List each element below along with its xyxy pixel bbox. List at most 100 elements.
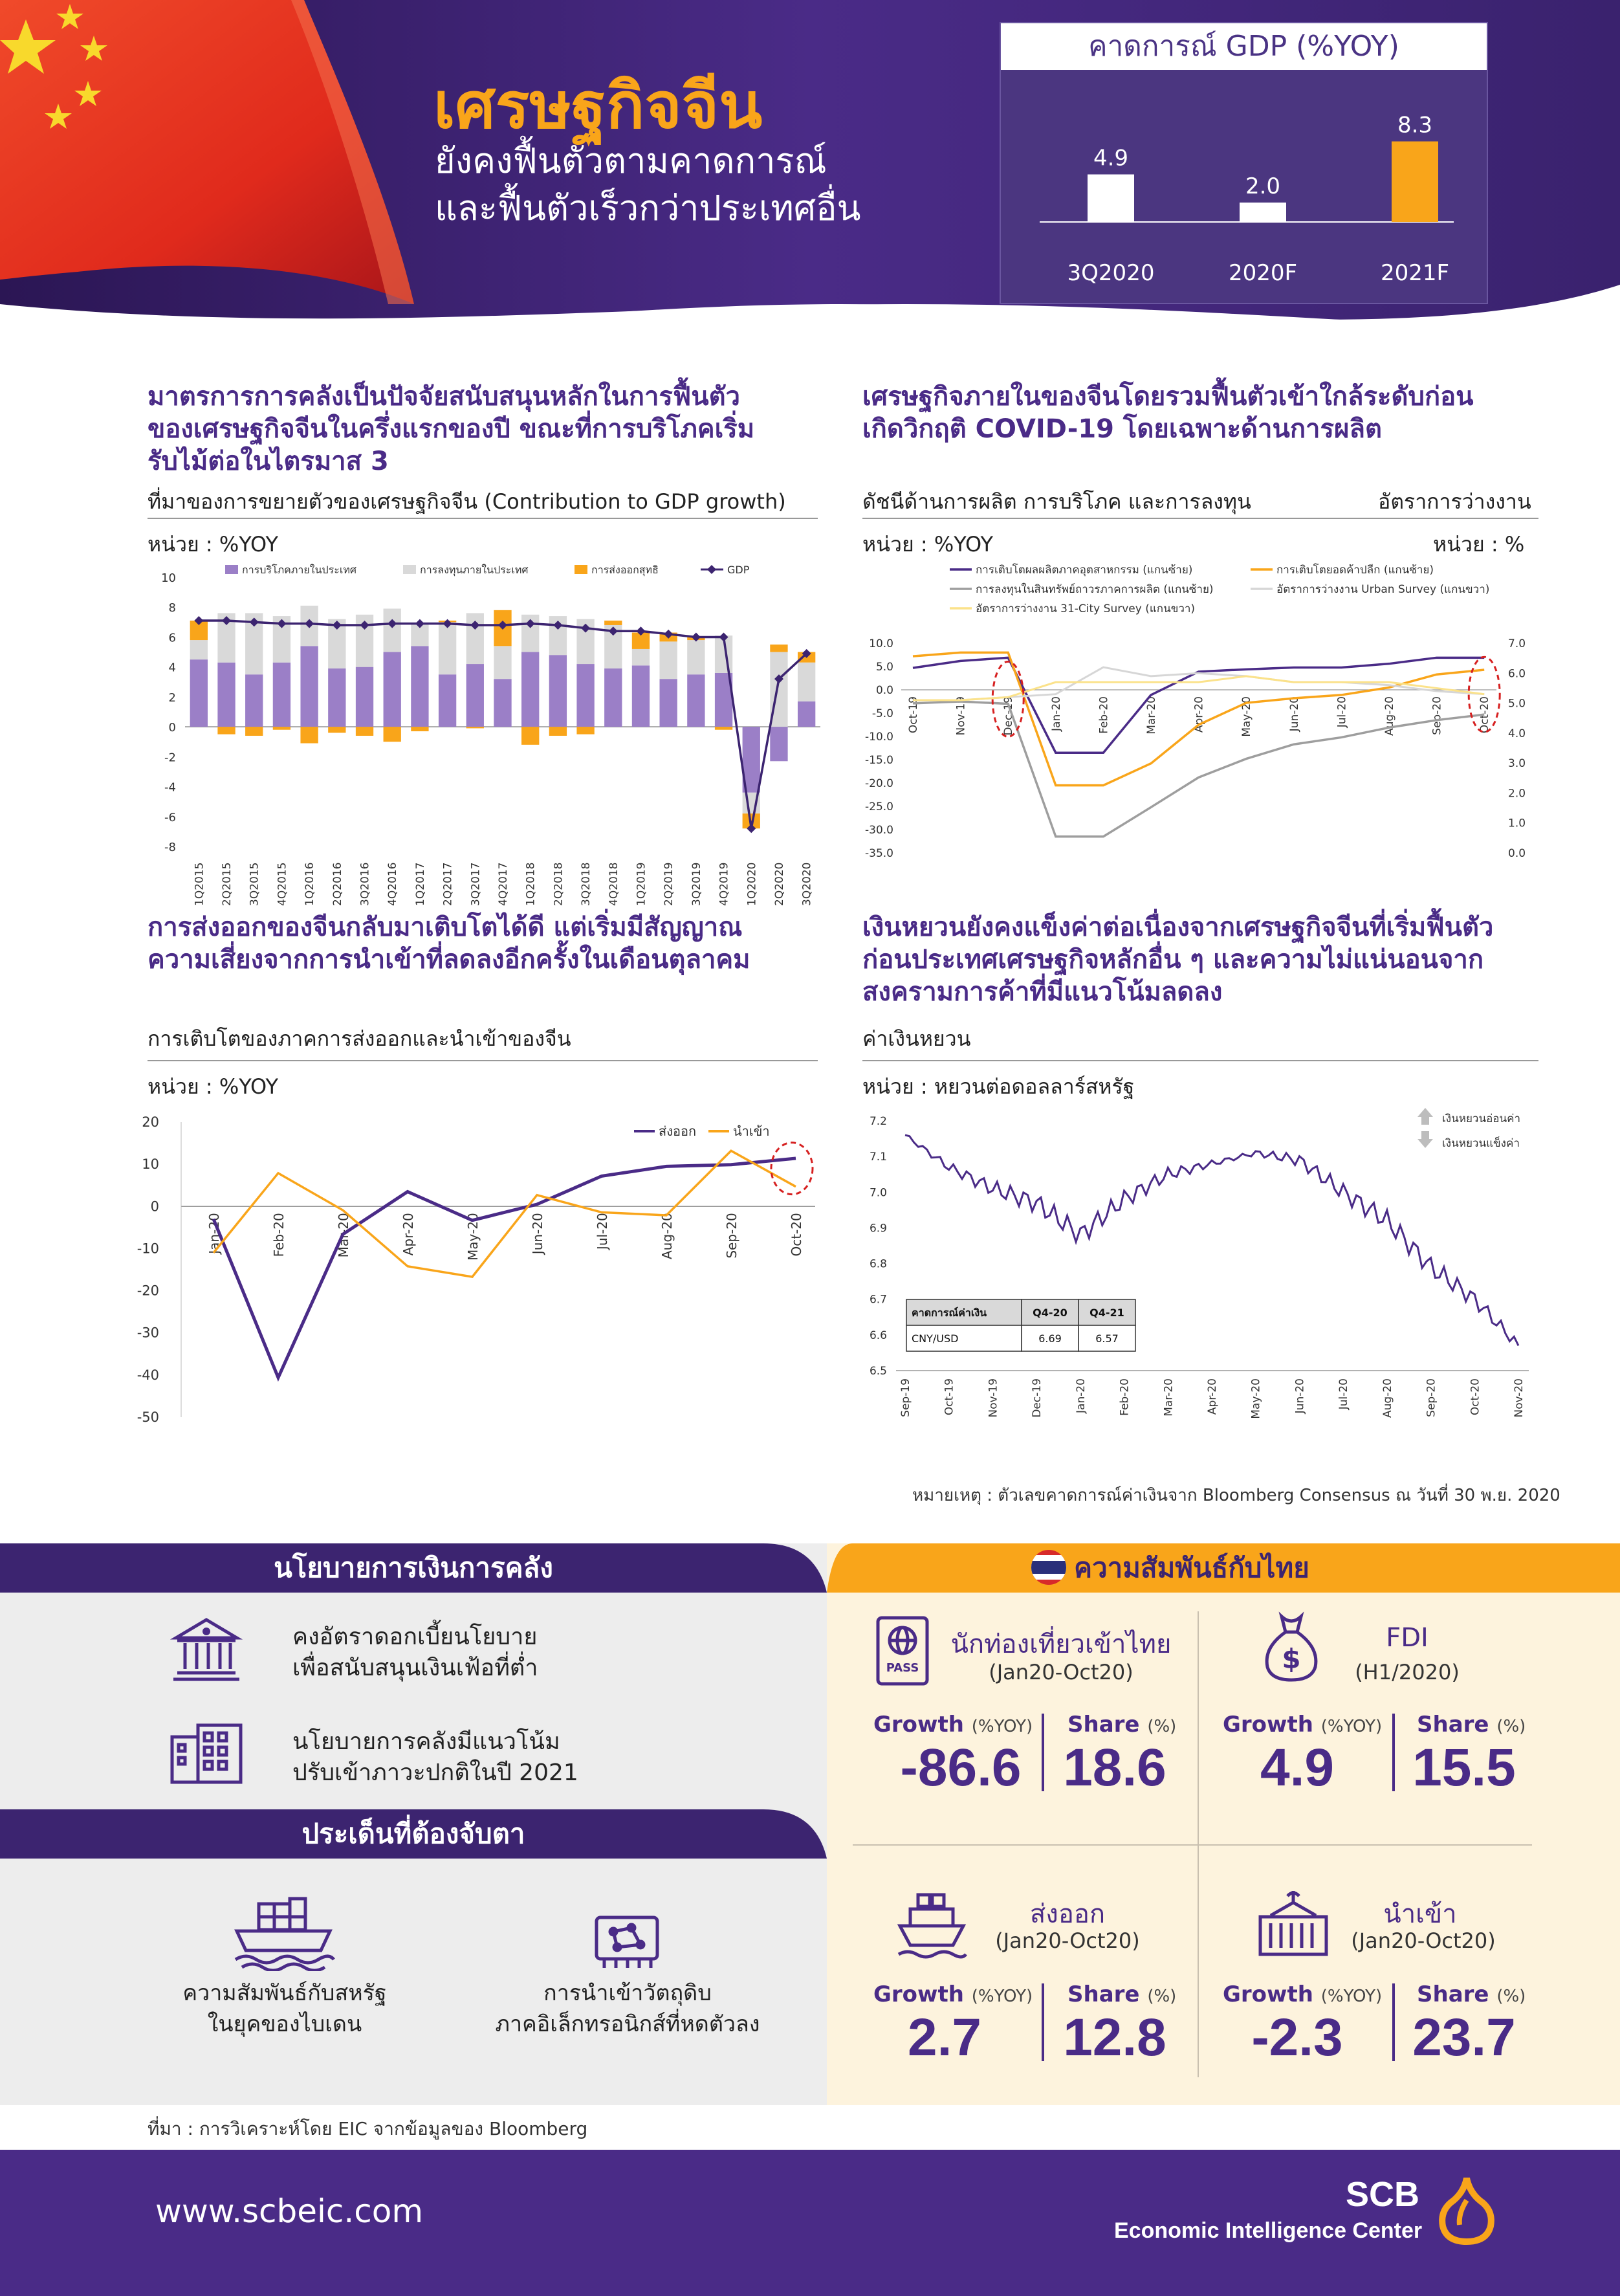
x-tick-label: Sep-20: [724, 1213, 739, 1258]
stat-separator: [1042, 1714, 1044, 1791]
stacked-bar-segment: [190, 659, 208, 727]
section3-rule: [148, 1060, 818, 1061]
growth-unit: (%YOY): [1320, 1717, 1383, 1736]
section4-rule: [862, 1060, 1538, 1061]
y-tick-label: -20: [137, 1283, 159, 1299]
up-arrow-icon: [1418, 1108, 1433, 1125]
gdp-point: [388, 619, 397, 628]
watch-item2: การนำเข้าวัตถุดิบ ภาคอิเล็กทรอนิกส์ที่หด…: [479, 1978, 776, 2040]
stacked-bar-segment: [631, 665, 650, 727]
gdp-point: [194, 616, 204, 626]
y-right-tick: 4.0: [1508, 727, 1526, 740]
stacked-bar-segment: [328, 727, 346, 733]
x-tick-label: 4Q2018: [608, 863, 620, 906]
x-tick-label: 4Q2019: [718, 863, 731, 906]
growth-unit: (%YOY): [971, 1717, 1033, 1736]
thai-flag-icon: [1031, 1550, 1066, 1585]
footer-url[interactable]: www.scbeic.com: [155, 2192, 424, 2230]
x-tick-label: Feb-20: [1119, 1378, 1132, 1416]
watch-item1-line2: ในยุคของไบเดน: [207, 2011, 362, 2037]
x-tick-label: 3Q2018: [580, 863, 593, 906]
x-tick-label: Dec-19: [1031, 1378, 1044, 1418]
stacked-bar-segment: [770, 645, 788, 652]
x-tick-label: 2Q2016: [331, 863, 344, 906]
policy-item2: นโยบายการคลังมีแนวโน้ม ปรับเข้าภาวะปกติใ…: [292, 1727, 578, 1789]
series-line: [913, 675, 1485, 701]
y-tick-label: 20: [142, 1114, 159, 1130]
stacked-bar-segment: [438, 674, 457, 727]
gdp-point: [802, 648, 811, 658]
table-header-text: Q4-21: [1089, 1307, 1124, 1319]
y-tick-label: 6.7: [870, 1294, 887, 1307]
source-note: ที่มา : การวิเคราะห์โดย EIC จากข้อมูลของ…: [148, 2118, 588, 2139]
policy-item1-line1: คงอัตราดอกเบี้ยนโยบาย: [292, 1624, 538, 1650]
y-tick-label: 0: [169, 721, 176, 734]
y-tick-label: -10: [137, 1241, 159, 1256]
stacked-bar-segment: [797, 662, 816, 701]
stacked-bar-segment: [714, 727, 733, 730]
section3-unit: หน่วย : %YOY: [148, 1074, 278, 1099]
stacked-bar-segment: [411, 727, 429, 732]
money-bag-icon: $: [1265, 1611, 1318, 1682]
share-unit: (%): [1147, 1987, 1177, 2006]
yuan-line: [904, 1134, 1520, 1347]
y-right-tick: 1.0: [1508, 817, 1526, 830]
gdp-point: [360, 620, 369, 630]
yuan-exchange-chart: 6.5 6.6 6.7 6.8 6.9 7.0 7.1 7.2 Sep-19 Oct-19 Nov-…: [870, 1108, 1529, 1419]
legend-gdp: GDP: [727, 564, 750, 576]
section2-unit-left: หน่วย : %YOY: [862, 532, 993, 557]
section1-title-line3: รับไม้ต่อในไตรมาส 3: [148, 447, 389, 476]
series-line: [912, 700, 1485, 838]
thai-band: [827, 1543, 1620, 1593]
table-cell-text: 6.57: [1095, 1332, 1119, 1345]
x-tick-label: 3Q2020: [801, 863, 814, 906]
stacked-bar-segment: [355, 667, 374, 727]
stacked-bar-segment: [245, 674, 263, 727]
y-tick-label: -40: [137, 1367, 159, 1383]
section4-unit: หน่วย : หยวนต่อดอลลาร์สหรัฐ: [862, 1074, 1135, 1099]
gdp-point: [525, 619, 535, 628]
legend-import: นำเข้า: [733, 1123, 770, 1139]
y-tick-label: -4: [164, 781, 176, 795]
x-tick-label: 1Q2017: [414, 863, 427, 906]
gdp-forecast-box: คาดการณ์ GDP (%YOY) 4.9 3Q2020 2.0 2020F 8.3…: [1000, 22, 1488, 304]
x-tick-label: 2Q2018: [552, 863, 565, 906]
header-banner: เศรษฐกิจจีน ยังคงฟื้นตัวตามคาดการณ์ และฟ…: [0, 0, 1620, 388]
stacked-bar-segment: [411, 646, 429, 727]
watch-band: [0, 1809, 827, 1859]
legend-strengthen: เงินหยวนแข็งค่า: [1442, 1136, 1520, 1150]
flag-icon: [0, 0, 414, 304]
share-word: Share: [1067, 1712, 1140, 1738]
stacked-bar-segment: [521, 652, 540, 727]
gdp-point: [222, 616, 232, 626]
table-header-cell: [1021, 1299, 1079, 1326]
stacked-bar-segment: [687, 674, 705, 727]
x-tick-label: 2Q2019: [662, 863, 675, 906]
gdp-bar: [1240, 203, 1286, 222]
x-tick-label: Nov-19: [987, 1378, 1000, 1418]
watch-item2-line1: การนำเข้าวัตถุดิบ: [543, 1980, 712, 2006]
policy-band: [0, 1543, 827, 1593]
fdi-share-value: 15.5: [1412, 1738, 1516, 1797]
gdp-point: [636, 626, 646, 636]
import-title: นำเข้า: [1383, 1899, 1457, 1929]
highlight-circle: [991, 660, 1025, 738]
import-growth-label: Growth (%YOY): [1223, 1981, 1382, 2007]
x-tick-label: 2Q2015: [221, 863, 234, 906]
growth-unit: (%YOY): [971, 1987, 1033, 2006]
gdp-point: [443, 619, 452, 628]
x-tick-label: Apr-20: [1206, 1378, 1219, 1415]
policy-item2-line1: นโยบายการคลังมีแนวโน้ม: [292, 1728, 560, 1755]
stacked-bar-segment: [659, 641, 677, 679]
stacked-bar-segment: [383, 652, 401, 727]
share-unit: (%): [1147, 1717, 1177, 1736]
tourist-share-value: 18.6: [1063, 1738, 1166, 1797]
legend-weaken: เงินหยวนอ่อนค่า: [1442, 1112, 1520, 1125]
stacked-bar-segment: [272, 662, 291, 727]
thai-band-title: ความสัมพันธ์กับไทย: [1074, 1552, 1309, 1584]
table-cell-text: 6.69: [1038, 1332, 1062, 1345]
y-tick-label: 6.8: [870, 1258, 887, 1271]
export-growth-value: 2.7: [908, 2008, 981, 2067]
stacked-bar-segment: [659, 679, 677, 727]
header-title: เศรษฐกิจจีน: [433, 69, 763, 143]
